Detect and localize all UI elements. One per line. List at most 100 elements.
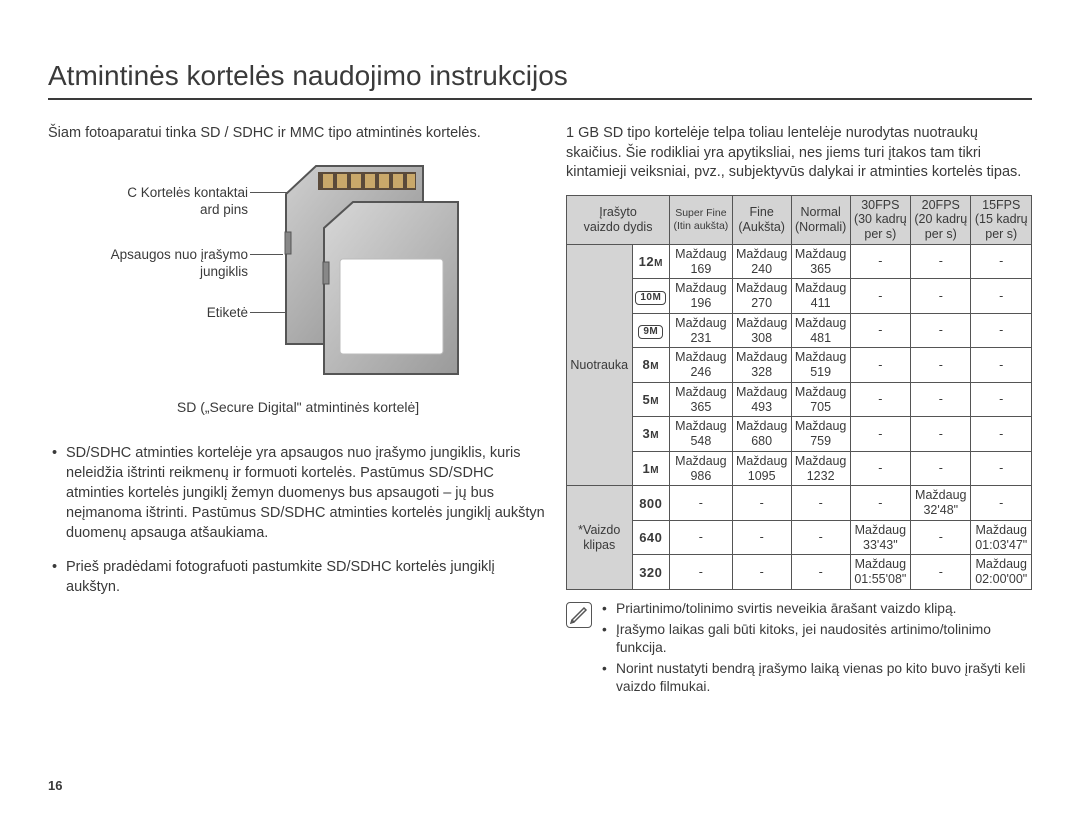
table-cell: - (911, 382, 971, 417)
note-item: Priartinimo/tolinimo svirtis neveikia ār… (602, 600, 1032, 619)
table-cell: - (971, 244, 1032, 279)
table-cell: - (911, 417, 971, 452)
size-cell: 640 (632, 520, 670, 555)
table-cell: - (732, 520, 791, 555)
table-cell: Maždaug548 (670, 417, 733, 452)
table-cell: - (971, 313, 1032, 348)
sd-card-icon (268, 164, 468, 379)
table-cell: - (670, 555, 733, 590)
th-15fps: 15FPS(15 kadrųper s) (971, 195, 1032, 244)
table-cell: - (850, 382, 910, 417)
table-cell: - (971, 348, 1032, 383)
th-20fps: 20FPS(20 kadrųper s) (911, 195, 971, 244)
left-intro: Šiam fotoaparatui tinka SD / SDHC ir MMC… (48, 124, 548, 144)
table-cell: Maždaug680 (732, 417, 791, 452)
table-cell: Maždaug493 (732, 382, 791, 417)
label-etikete: Etiketė (207, 305, 248, 320)
table-cell: - (732, 486, 791, 521)
right-intro: 1 GB SD tipo kortelėje telpa toliau lent… (566, 124, 1032, 183)
table-cell: Maždaug270 (732, 279, 791, 314)
left-bullet-list: SD/SDHC atminties kortelėje yra apsaugos… (48, 443, 548, 597)
table-cell: - (850, 348, 910, 383)
notes-block: Priartinimo/tolinimo svirtis neveikia ār… (566, 600, 1032, 699)
table-cell: - (670, 520, 733, 555)
table-cell: Maždaug308 (732, 313, 791, 348)
table-cell: - (791, 486, 850, 521)
table-cell: Maždaug196 (670, 279, 733, 314)
table-cell: Maždaug986 (670, 451, 733, 486)
table-cell: - (791, 520, 850, 555)
table-cell: Maždaug519 (791, 348, 850, 383)
group-photo-label: Nuotrauka (567, 244, 633, 486)
table-cell: - (911, 451, 971, 486)
label-switch-1: Apsaugos nuo įrašymo (111, 247, 248, 262)
table-cell: - (971, 279, 1032, 314)
table-cell: - (850, 279, 910, 314)
table-cell: - (670, 486, 733, 521)
table-cell: - (911, 244, 971, 279)
size-cell: 10M (632, 279, 670, 314)
table-cell: Maždaug169 (670, 244, 733, 279)
table-cell: Maždaug365 (670, 382, 733, 417)
capacity-table: Įrašytovaizdo dydis Super Fine(Itin aukš… (566, 195, 1032, 590)
table-cell: - (911, 555, 971, 590)
left-column: Šiam fotoaparatui tinka SD / SDHC ir MMC… (48, 124, 548, 699)
table-cell: - (911, 348, 971, 383)
table-cell: Maždaug328 (732, 348, 791, 383)
group-video-label: *Vaizdoklipas (567, 486, 633, 590)
right-column: 1 GB SD tipo kortelėje telpa toliau lent… (566, 124, 1032, 699)
table-cell: - (911, 279, 971, 314)
th-superfine: Super Fine(Itin aukšta) (670, 195, 733, 244)
table-cell: Maždaug705 (791, 382, 850, 417)
table-cell: Maždaug32'48" (911, 486, 971, 521)
two-column-layout: Šiam fotoaparatui tinka SD / SDHC ir MMC… (48, 124, 1032, 699)
page-number: 16 (48, 778, 62, 793)
table-cell: - (850, 417, 910, 452)
sd-card-diagram: C Kortelės kontaktai ard pins Apsaugos n… (48, 164, 518, 399)
note-item: Įrašymo laikas gali būti kitoks, jei nau… (602, 621, 1032, 658)
label-switch-2: jungiklis (200, 264, 248, 279)
table-cell: Maždaug01:55'08" (850, 555, 910, 590)
size-cell: 320 (632, 555, 670, 590)
table-cell: - (971, 382, 1032, 417)
table-cell: Maždaug240 (732, 244, 791, 279)
page-title: Atmintinės kortelės naudojimo instrukcij… (48, 60, 1032, 100)
note-icon (566, 602, 592, 628)
table-cell: Maždaug365 (791, 244, 850, 279)
table-cell: - (850, 244, 910, 279)
table-cell: Maždaug411 (791, 279, 850, 314)
th-30fps: 30FPS(30 kadrųper s) (850, 195, 910, 244)
table-cell: Maždaug1095 (732, 451, 791, 486)
bullet-item: Prieš pradėdami fotografuoti pastumkite … (48, 557, 548, 597)
table-cell: - (971, 417, 1032, 452)
size-cell: 800 (632, 486, 670, 521)
label-contacts-1: C Kortelės kontaktai (127, 185, 248, 200)
table-cell: Maždaug1232 (791, 451, 850, 486)
table-cell: - (791, 555, 850, 590)
size-cell: 5M (632, 382, 670, 417)
table-cell: - (971, 486, 1032, 521)
table-cell: Maždaug246 (670, 348, 733, 383)
sd-caption: SD („Secure Digital" atmintinės kortelė] (48, 399, 548, 415)
table-cell: Maždaug481 (791, 313, 850, 348)
table-cell: Maždaug33'43" (850, 520, 910, 555)
bullet-item: SD/SDHC atminties kortelėje yra apsaugos… (48, 443, 548, 543)
th-size: Įrašytovaizdo dydis (567, 195, 670, 244)
table-cell: - (911, 313, 971, 348)
table-cell: - (732, 555, 791, 590)
table-cell: - (971, 451, 1032, 486)
table-cell: - (850, 486, 910, 521)
th-fine: Fine(Aukšta) (732, 195, 791, 244)
label-contacts-2: ard pins (200, 202, 248, 217)
table-cell: - (850, 451, 910, 486)
size-cell: 1M (632, 451, 670, 486)
table-cell: Maždaug02:00'00" (971, 555, 1032, 590)
table-cell: - (911, 520, 971, 555)
notes-list: Priartinimo/tolinimo svirtis neveikia ār… (602, 600, 1032, 699)
size-cell: 12M (632, 244, 670, 279)
table-cell: - (850, 313, 910, 348)
note-item: Norint nustatyti bendrą įrašymo laiką vi… (602, 660, 1032, 697)
table-cell: Maždaug231 (670, 313, 733, 348)
table-cell: Maždaug759 (791, 417, 850, 452)
size-cell: 8M (632, 348, 670, 383)
